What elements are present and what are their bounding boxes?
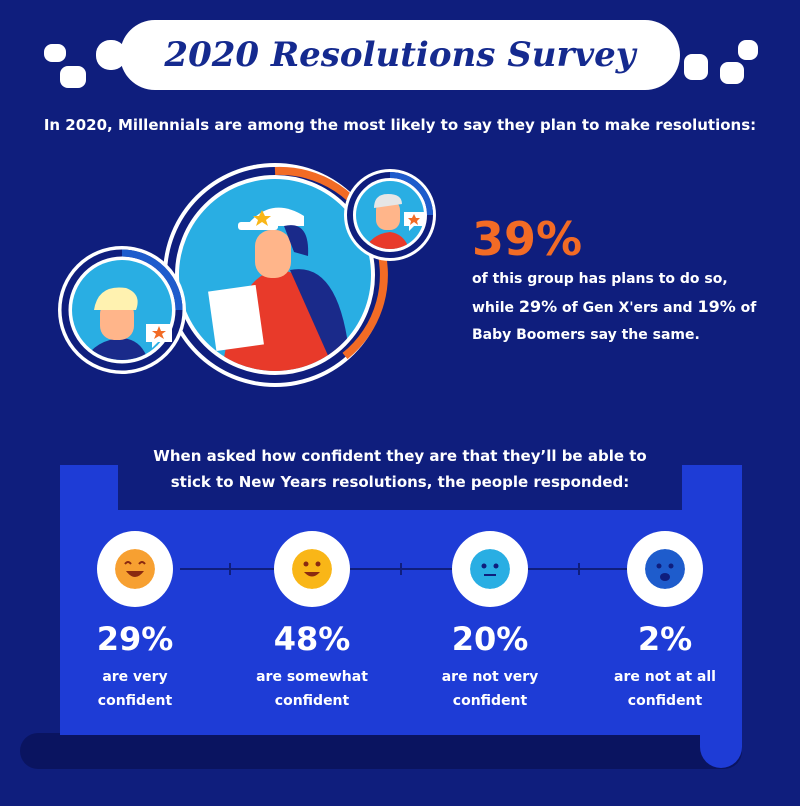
response-description-line-2: confident (274, 693, 350, 709)
page-title: 2020 Resolutions Survey (164, 35, 636, 75)
stat-line-1: of this group has plans to do so, (472, 271, 728, 287)
decor-cloud (684, 54, 708, 80)
happy-face-icon (292, 549, 332, 589)
response-face-circle (274, 531, 350, 607)
decor-cloud (720, 62, 744, 84)
response-description-line-1: are not very (441, 669, 539, 685)
response-description-line-1: are not at all (614, 669, 716, 685)
response-description-line-2: confident (627, 693, 703, 709)
decor-cloud (738, 40, 758, 60)
connector-tick (578, 563, 580, 575)
confidence-scroll (60, 465, 742, 735)
response-description: are very confident (50, 665, 220, 713)
response-face-circle (97, 531, 173, 607)
response-percent: 48% (273, 620, 351, 658)
response-description: are somewhat confident (227, 665, 397, 713)
decor-cloud (44, 44, 66, 62)
stat-line-2: while 29% of Gen X'ers and 19% of (472, 293, 772, 322)
response-description-line-1: are very (102, 669, 168, 685)
intro-text: In 2020, Millennials are among the most … (43, 116, 757, 134)
question-line-1: When asked how confident they are that t… (153, 447, 647, 465)
stat-line-2-prefix: while (472, 300, 519, 316)
scroll-bottom-roll (20, 733, 742, 769)
stat-line-2-suffix: of (735, 300, 757, 316)
response-description: are not at all confident (580, 665, 750, 713)
question-line-2: stick to New Years resolutions, the peop… (170, 473, 630, 491)
connector-tick (229, 563, 231, 575)
confidence-question: When asked how confident they are that t… (118, 428, 682, 510)
response-percent: 29% (96, 620, 174, 658)
response-percent: 20% (451, 620, 529, 658)
genx-percent: 29% (518, 297, 558, 316)
genx-avatar-icon (58, 246, 186, 374)
response-connector-line (180, 568, 680, 570)
generation-stats-text: of this group has plans to do so, while … (472, 266, 772, 349)
boomers-percent: 19% (697, 297, 736, 316)
connector-tick (400, 563, 402, 575)
stat-line-2-middle: of Gen X'ers and (557, 300, 698, 316)
millennial-avatar-icon (163, 163, 388, 387)
response-description-line-2: confident (452, 693, 528, 709)
millennial-percent: 39% (472, 212, 583, 266)
neutral-face-icon (470, 549, 510, 589)
title-banner (120, 20, 680, 90)
avatars-illustration (58, 163, 436, 387)
response-percent: 2% (637, 620, 693, 658)
very-happy-face-icon (115, 549, 155, 589)
response-description: are not very confident (405, 665, 575, 713)
response-face-circle (627, 531, 703, 607)
response-description-line-1: are somewhat (256, 669, 368, 685)
sad-face-icon (645, 549, 685, 589)
scroll-curl (700, 720, 742, 768)
boomer-avatar-icon (344, 169, 436, 261)
decor-cloud (60, 66, 86, 88)
response-description-line-2: confident (97, 693, 173, 709)
stat-line-3: Baby Boomers say the same. (472, 327, 700, 343)
response-face-circle (452, 531, 528, 607)
